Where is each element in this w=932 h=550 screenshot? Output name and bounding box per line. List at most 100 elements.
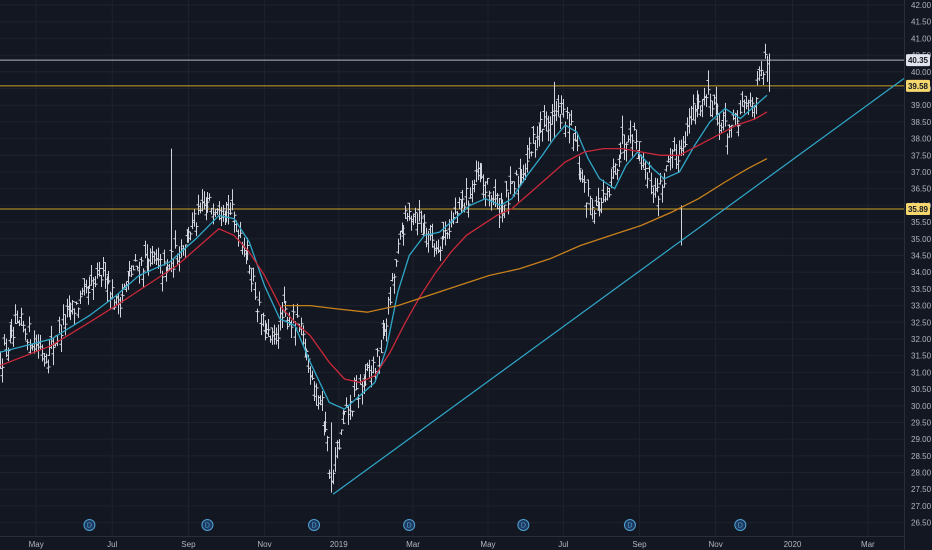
ohlc-bar (575, 133, 580, 152)
ohlc-bar (632, 122, 637, 131)
ohlc-bar (251, 267, 256, 282)
ohlc-bar (78, 290, 83, 304)
ohlc-bar (464, 178, 469, 206)
dividend-marker-label: D (407, 523, 412, 530)
time-axis[interactable]: May Jul Sep Nov 2019 Mar May Jul Sep Nov 2020 Mar (29, 540, 875, 549)
ohlc-bar (596, 187, 601, 211)
dividend-marker[interactable]: D (403, 519, 416, 531)
ohlc-bar (676, 155, 681, 173)
ohlc-bar (354, 375, 359, 391)
price-tick-label: 32.50 (911, 318, 932, 327)
price-tick-label: 34.00 (911, 268, 932, 277)
price-tag: 39.58 (906, 79, 930, 92)
ohlc-bar (76, 307, 81, 318)
ohlc-bar (592, 210, 597, 224)
ohlc-bar (584, 202, 589, 218)
ohlc-bar (396, 238, 401, 254)
time-tick-label: 2020 (784, 540, 802, 549)
ohlc-bar (228, 202, 233, 216)
price-tick-label: 27.00 (911, 502, 932, 511)
time-tick-label: Sep (181, 540, 196, 549)
ohlc-bar (301, 325, 306, 346)
ohlc-bar (249, 268, 254, 292)
time-tick-label: Nov (708, 540, 722, 549)
ohlc-bar (413, 207, 418, 224)
ohlc-bar (710, 100, 715, 118)
ohlc-bar (342, 410, 347, 415)
dividend-marker[interactable]: D (734, 519, 747, 531)
ohlc-bar (645, 172, 650, 189)
ohlc-bar (736, 123, 741, 137)
ohlc-bar (422, 214, 427, 235)
dividend-marker-label: D (87, 523, 92, 530)
price-tick-label: 37.50 (911, 151, 932, 160)
ohlc-bar (681, 135, 686, 156)
moving-average-ma-mid (0, 111, 768, 384)
ohlc-bar (177, 246, 182, 272)
ohlc-bar (750, 97, 755, 117)
price-tick-label: 28.50 (911, 452, 932, 461)
dividend-marker[interactable]: D (308, 519, 321, 531)
ohlc-bar (617, 154, 622, 167)
price-tick-label: 30.00 (911, 402, 932, 411)
price-tags: 40.35 39.58 35.89 (906, 54, 930, 216)
price-tick-label: 39.00 (911, 101, 932, 110)
ohlc-bar (540, 128, 545, 142)
ohlc-bar (704, 94, 709, 107)
ohlc-bar (59, 325, 64, 353)
ohlc-bar (590, 199, 595, 220)
dividend-marker[interactable]: D (623, 519, 636, 531)
dividend-marker[interactable]: D (201, 519, 214, 531)
price-tick-label: 42.00 (911, 1, 932, 10)
ohlc-bar (266, 319, 271, 337)
dividend-marker[interactable]: D (517, 519, 530, 531)
price-tick-label: 38.50 (911, 118, 932, 127)
ohlc-bar (630, 134, 635, 157)
ohlc-bar (207, 193, 212, 201)
ohlc-bar (257, 291, 262, 306)
ohlc-bar (403, 205, 408, 220)
price-tick-label: 31.00 (911, 368, 932, 377)
ohlc-bar (533, 140, 538, 158)
ohlc-bar (93, 276, 98, 288)
price-tag-label: 40.35 (908, 56, 929, 65)
ohlc-bar (341, 409, 346, 425)
ohlc-bar (74, 301, 79, 305)
ohlc-bar (525, 145, 530, 173)
ohlc-bar (689, 106, 694, 125)
ohlc-bar (205, 192, 210, 213)
ohlc-bar (247, 264, 252, 275)
ohlc-bars (0, 43, 770, 493)
trend-line[interactable] (332, 77, 905, 495)
ohlc-bar (495, 193, 500, 210)
ohlc-bar (194, 222, 199, 237)
trend-line-group[interactable] (332, 77, 905, 495)
price-tag: 40.35 (906, 54, 930, 67)
ohlc-bar (601, 179, 606, 203)
ohlc-bar (221, 204, 226, 222)
ohlc-bar (763, 43, 768, 59)
moving-averages (0, 94, 768, 410)
time-tick-label: Mar (406, 540, 420, 549)
ohlc-bar (63, 314, 68, 336)
ohlc-bar (561, 98, 566, 118)
ohlc-bar (504, 180, 509, 198)
ohlc-bar (0, 358, 5, 383)
ohlc-bar (162, 249, 167, 266)
ohlc-bar (738, 100, 743, 115)
ohlc-bar (569, 110, 574, 126)
ohlc-bar (624, 142, 629, 162)
ohlc-bar (263, 320, 268, 341)
dividend-marker[interactable]: D (83, 519, 96, 531)
ohlc-bar (139, 256, 144, 266)
ohlc-bar (238, 221, 243, 238)
ohlc-bar (419, 210, 424, 233)
ohlc-bar (192, 209, 197, 227)
ohlc-bar (57, 316, 62, 334)
price-tick-label: 36.50 (911, 185, 932, 194)
ohlc-bar (514, 170, 519, 176)
ohlc-bar (337, 439, 342, 450)
price-tick-label: 33.00 (911, 302, 932, 311)
